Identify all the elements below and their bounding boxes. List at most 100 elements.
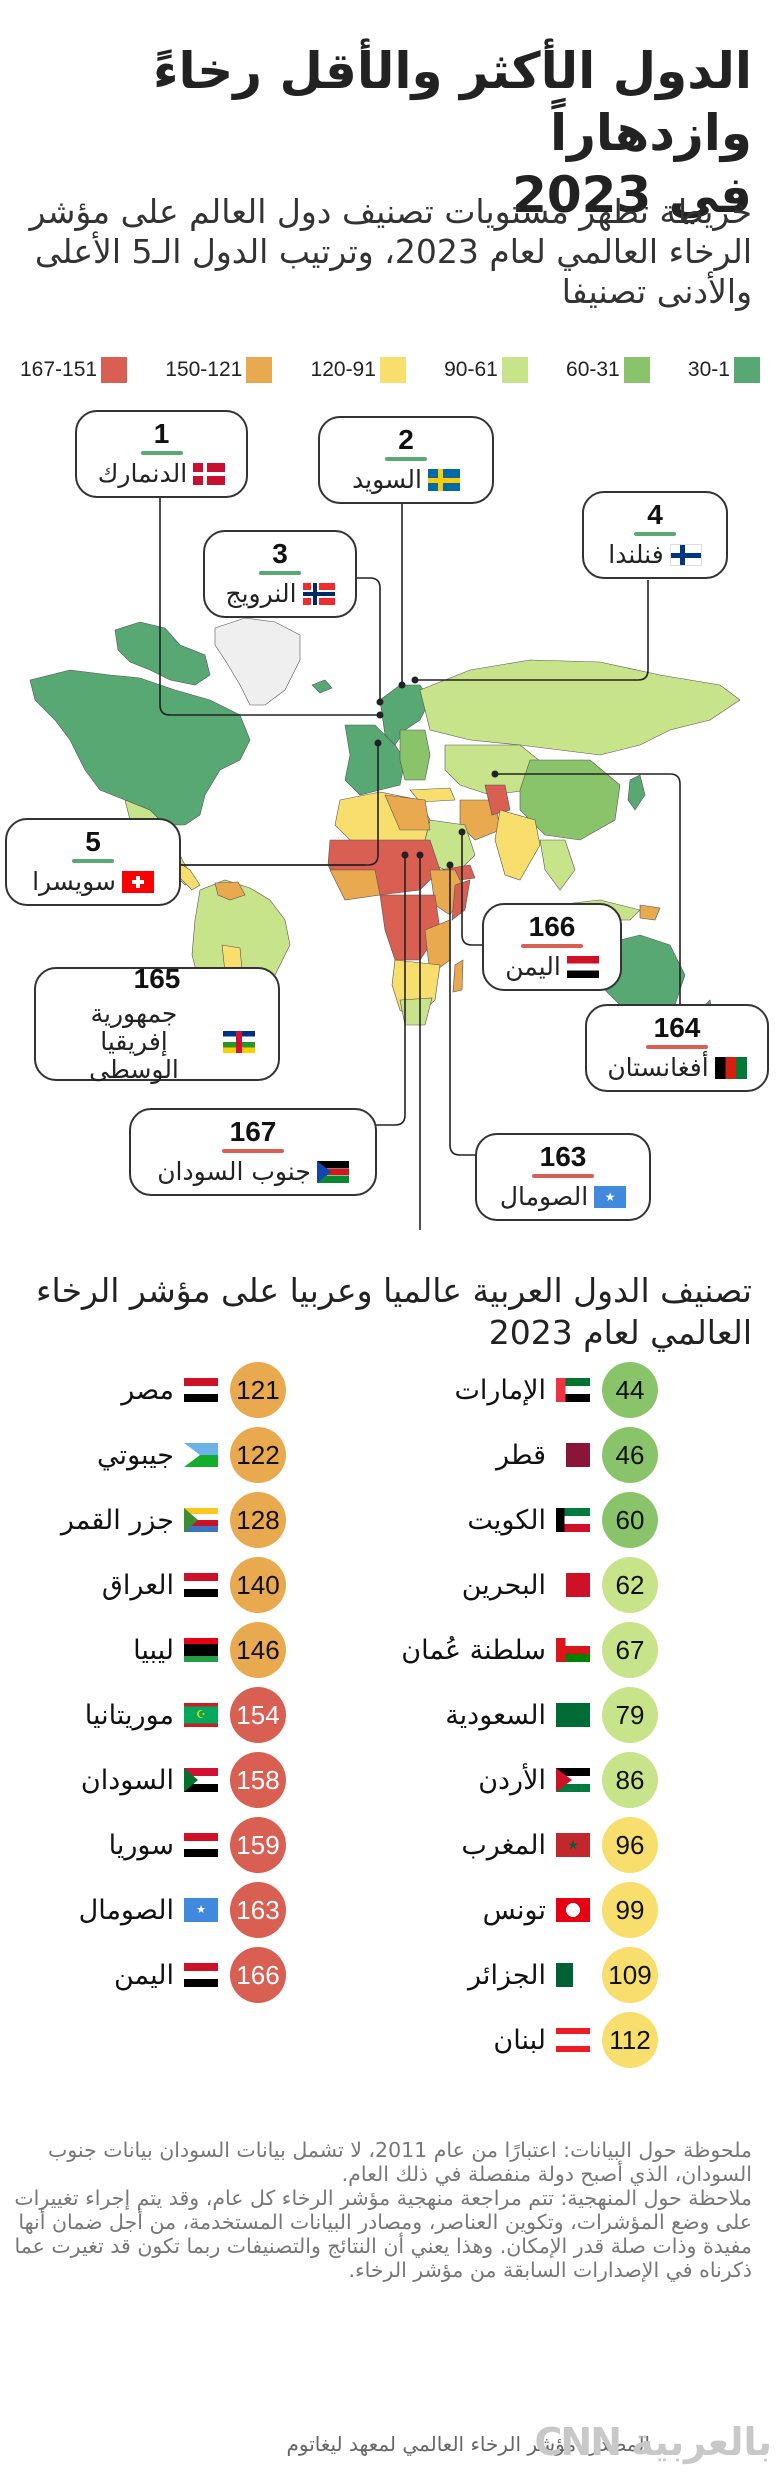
uae-flag-icon bbox=[556, 1378, 590, 1402]
country-name: ليبيا bbox=[133, 1634, 174, 1666]
callout-rank: 167 bbox=[229, 1116, 277, 1147]
rank-row: المغرب ★ 96 bbox=[461, 1817, 658, 1873]
rank-row: جزر القمر 128 bbox=[61, 1492, 286, 1548]
rank-underline bbox=[532, 1174, 594, 1178]
callout-country-name: جمهورية إفريقيا الوسطى bbox=[89, 999, 179, 1084]
comoros-flag-icon bbox=[184, 1508, 218, 1532]
rank-badge: 112 bbox=[602, 2012, 658, 2068]
rank-row: اليمن 166 bbox=[114, 1947, 286, 2003]
switzerland-flag-icon bbox=[121, 871, 154, 893]
data-note: ملحوظة حول البيانات: اعتبارًا من عام 201… bbox=[48, 2138, 752, 2186]
title-line-1: الدول الأكثر والأقل رخاءً وازدهاراً bbox=[152, 42, 753, 162]
callout-rank: 163 bbox=[539, 1141, 587, 1172]
country-name: البحرين bbox=[461, 1569, 546, 1601]
djibouti-flag-icon bbox=[184, 1443, 218, 1467]
iceland-shape bbox=[311, 679, 333, 694]
afghanistan-shape bbox=[484, 784, 511, 816]
yemen-flag-icon bbox=[566, 956, 599, 978]
syria-flag-icon bbox=[184, 1833, 218, 1857]
finland-flag-icon bbox=[669, 544, 702, 566]
russia-shape bbox=[419, 659, 741, 756]
libya-flag-icon bbox=[184, 1638, 218, 1662]
marker-yemen bbox=[458, 828, 466, 836]
rank-underline bbox=[222, 1149, 284, 1153]
south-sudan-flag-icon bbox=[316, 1161, 349, 1183]
callout-rank: 164 bbox=[653, 1012, 701, 1043]
rank-row: الإمارات 44 bbox=[454, 1362, 658, 1418]
callout-rank: 3 bbox=[272, 538, 288, 569]
leader-line-switzerland-v bbox=[180, 743, 379, 866]
rank-badge: 99 bbox=[602, 1882, 658, 1938]
sudan-flag-icon bbox=[184, 1768, 218, 1792]
leader-line-somalia bbox=[449, 865, 475, 1156]
legend-swatch bbox=[623, 357, 650, 383]
marker-car bbox=[401, 851, 409, 859]
cnn-arabic-logo: CNN بالعربية bbox=[534, 2420, 774, 2464]
callout-country-name: جنوب السودان bbox=[157, 1157, 311, 1186]
rank-underline bbox=[634, 532, 676, 536]
iraq-flag-icon bbox=[184, 1573, 218, 1597]
rank-underline bbox=[259, 571, 301, 575]
leader-line-car bbox=[280, 855, 406, 1126]
legend-swatch bbox=[501, 357, 528, 383]
country-name: مصر bbox=[121, 1374, 174, 1406]
page-title: الدول الأكثر والأقل رخاءً وازدهاراً في 2… bbox=[32, 40, 753, 226]
callout-afghanistan: 164 أفغانستان bbox=[585, 1004, 769, 1092]
venezuela-shape bbox=[214, 881, 246, 901]
methodology-note: ملاحظة حول المنهجية: تتم مراجعة منهجية م… bbox=[14, 2186, 752, 2282]
callout-country-name: الصومال bbox=[499, 1182, 589, 1211]
turkey-shape bbox=[409, 787, 456, 803]
country-name: السعودية bbox=[445, 1699, 546, 1731]
rank-row: مصر 121 bbox=[121, 1362, 286, 1418]
country-name: جزر القمر bbox=[60, 1504, 174, 1536]
legend-label: 167-151 bbox=[20, 358, 98, 381]
country-name: موريتانيا bbox=[84, 1699, 174, 1731]
callout-country-name: اليمن bbox=[505, 952, 561, 981]
callout-sweden: 2 السويد bbox=[318, 416, 494, 504]
map-legend: 167-151 150-121 120-91 90-61 60-31 30-1 bbox=[20, 355, 760, 385]
rank-row: السعودية 79 bbox=[445, 1687, 658, 1743]
rank-row: العراق 140 bbox=[102, 1557, 286, 1613]
rank-underline bbox=[385, 457, 427, 461]
afghanistan-flag-icon bbox=[714, 1057, 747, 1079]
rank-badge: 60 bbox=[602, 1492, 658, 1548]
somalia-flag-icon: ★ bbox=[184, 1898, 218, 1922]
rank-badge: 154 bbox=[230, 1687, 286, 1743]
country-name: الصومال bbox=[78, 1894, 174, 1926]
rank-badge: 79 bbox=[602, 1687, 658, 1743]
marker-norway bbox=[376, 698, 384, 706]
somalia-flag-icon: ★ bbox=[594, 1186, 627, 1208]
legend-swatch bbox=[246, 357, 273, 383]
country-name: جيبوتي bbox=[97, 1439, 174, 1471]
rank-badge: 140 bbox=[230, 1557, 286, 1613]
country-name: قطر bbox=[496, 1439, 546, 1471]
country-name: لبنان bbox=[493, 2024, 546, 2056]
leader-line-denmark bbox=[159, 490, 380, 716]
rank-badge: 158 bbox=[230, 1752, 286, 1808]
marker-denmark bbox=[376, 711, 384, 719]
legend-item-121-150: 150-121 bbox=[165, 357, 273, 383]
rank-badge: 146 bbox=[230, 1622, 286, 1678]
japan-shape bbox=[627, 774, 646, 811]
jordan-flag-icon bbox=[556, 1768, 590, 1792]
rank-row: لبنان 112 bbox=[493, 2012, 658, 2068]
central-asia-shape bbox=[444, 744, 546, 796]
callout-rank: 4 bbox=[647, 499, 663, 530]
callout-yemen: 166 اليمن bbox=[482, 903, 622, 991]
callout-country-name: السويد bbox=[352, 465, 422, 494]
callout-central-african-republic: 165 جمهورية إفريقيا الوسطى bbox=[34, 964, 280, 1084]
callout-south-sudan: 167 جنوب السودان bbox=[129, 1108, 377, 1196]
leader-line-finland bbox=[415, 580, 649, 681]
rank-row: الصومال ★ 163 bbox=[79, 1882, 286, 1938]
madagascar-shape bbox=[452, 959, 464, 993]
rank-badge: 122 bbox=[230, 1427, 286, 1483]
leader-line-norway bbox=[356, 577, 381, 702]
leader-line-afghanistan bbox=[495, 773, 681, 1030]
title-line-2: في 2023 bbox=[512, 166, 753, 224]
rank-row: الجزائر 109 bbox=[468, 1947, 658, 2003]
callout-rank: 2 bbox=[398, 424, 414, 455]
qatar-flag-icon bbox=[556, 1443, 590, 1467]
callout-somalia: 163 ★ الصومال bbox=[475, 1133, 651, 1221]
legend-swatch bbox=[733, 357, 760, 383]
callout-finland: 4 فنلندا bbox=[582, 491, 728, 579]
